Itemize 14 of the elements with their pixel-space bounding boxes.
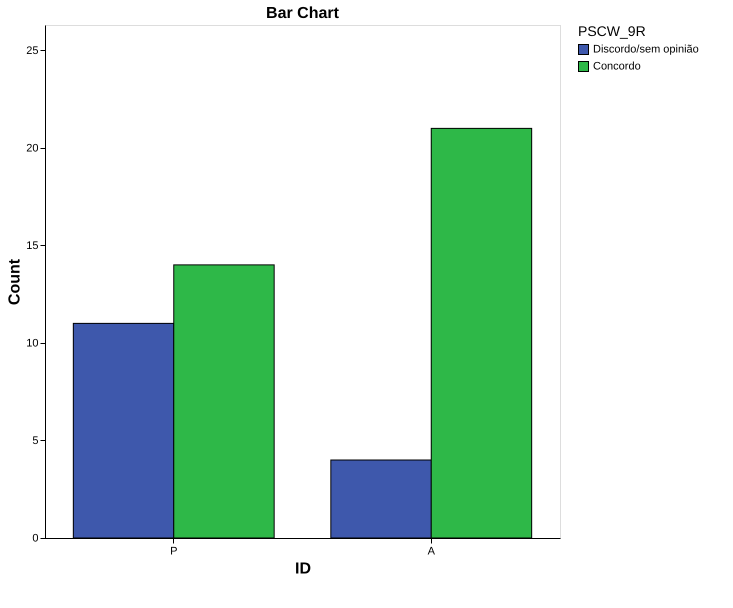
y-tick-label: 20	[26, 142, 38, 154]
x-tick-label: A	[428, 546, 436, 558]
y-tick-label: 25	[26, 44, 38, 57]
x-tick-label: P	[170, 546, 178, 558]
chart-title: Bar Chart	[266, 5, 340, 22]
y-tick-label: 10	[26, 337, 38, 350]
legend-label: Concordo	[593, 60, 641, 72]
legend-label: Discordo/sem opinião	[593, 44, 699, 56]
y-tick-label: 5	[32, 434, 38, 447]
legend-title: PSCW_9R	[578, 23, 646, 39]
y-axis-title: Count	[6, 258, 24, 306]
y-tick-label: 0	[32, 532, 38, 544]
x-axis-title: ID	[295, 560, 311, 578]
y-tick-label: 15	[26, 240, 38, 252]
